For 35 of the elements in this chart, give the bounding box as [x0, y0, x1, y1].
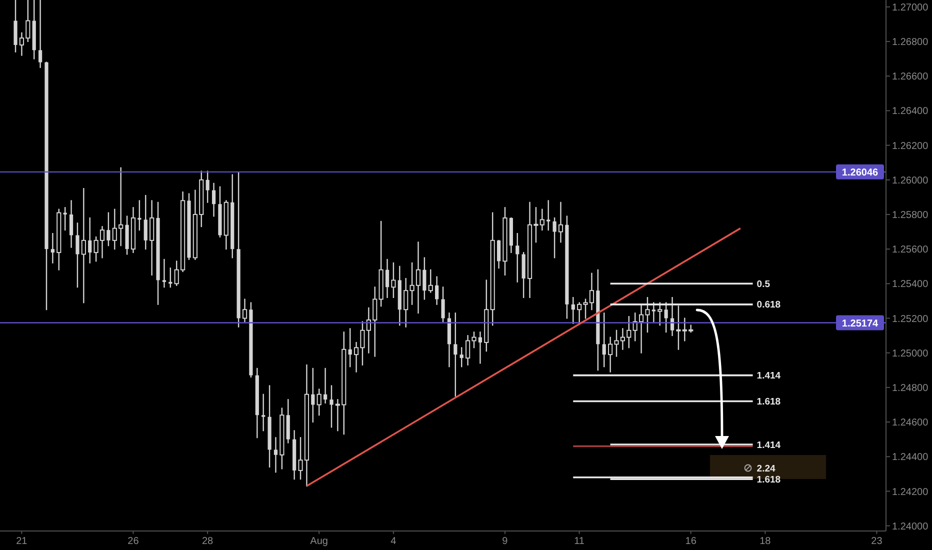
x-tick-label: 28 — [202, 536, 214, 547]
y-tick-label: 1.26600 — [892, 72, 929, 83]
x-tick-label: 23 — [871, 536, 883, 547]
y-tick-label: 1.26200 — [892, 140, 929, 152]
x-tick-label: Aug — [310, 536, 328, 547]
x-tick-label: 16 — [685, 536, 697, 547]
series-label: 1.414 — [756, 440, 782, 451]
series-label: 1.618 — [756, 396, 781, 408]
x-tick-label: 4 — [390, 536, 397, 547]
series-label: 1.618 — [756, 474, 781, 486]
series-label: 1.414 — [756, 370, 782, 382]
y-tick-label: 1.24000 — [892, 521, 929, 532]
y-tick-label: 1.25800 — [892, 210, 929, 222]
y-tick-label: 1.25200 — [892, 314, 929, 325]
y-tick-label: 1.24200 — [892, 486, 929, 498]
x-tick-label: 9 — [502, 536, 508, 547]
y-tick-label: 1.24400 — [892, 452, 929, 464]
y-tick-label: 1.24600 — [892, 418, 929, 429]
y-tick-label: 1.25600 — [892, 244, 929, 256]
y-tick-label: 1.26800 — [892, 37, 929, 48]
y-tick-label: 1.26400 — [892, 106, 929, 118]
y-tick-label: 1.27000 — [892, 2, 929, 14]
x-tick-label: 18 — [760, 536, 772, 547]
x-tick-label: 11 — [574, 536, 585, 547]
y-tick-label: 1.25400 — [892, 279, 929, 290]
x-tick-label: 21 — [16, 536, 28, 547]
ref-line-label: 1.26046 — [842, 167, 879, 178]
series-label: 0.618 — [756, 300, 781, 311]
series-label: 0.5 — [756, 278, 771, 290]
y-tick-label: 1.25000 — [892, 348, 929, 360]
x-tick-label: 26 — [128, 536, 140, 547]
y-tick-label: 1.26000 — [892, 175, 929, 186]
y-tick-label: 1.24800 — [892, 382, 929, 394]
series-label: 2.24 — [756, 463, 776, 474]
ref-line-label: 1.25174 — [842, 318, 879, 330]
